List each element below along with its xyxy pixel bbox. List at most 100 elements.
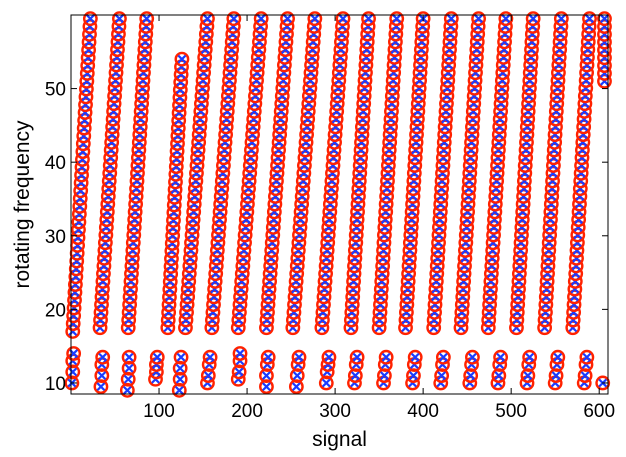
point-circle (525, 11, 541, 27)
data-point (349, 349, 365, 365)
point-circle (149, 349, 165, 365)
data-point (335, 11, 351, 27)
point-circle (407, 349, 423, 365)
point-cross (600, 14, 609, 24)
point-cross (175, 363, 185, 373)
point-cross (468, 352, 477, 362)
point-cross (294, 352, 304, 362)
data-point (121, 360, 137, 376)
point-circle (93, 379, 109, 395)
point-cross (446, 14, 456, 24)
point-circle (349, 349, 365, 365)
data-point (121, 349, 137, 365)
data-point (347, 368, 363, 384)
point-cross (124, 363, 134, 373)
point-cross (174, 385, 184, 395)
point-circle (471, 11, 486, 27)
point-circle (226, 11, 242, 27)
data-point (94, 368, 110, 384)
point-cross (115, 14, 124, 24)
point-circle (520, 368, 536, 384)
point-circle (94, 368, 110, 384)
data-point (93, 379, 109, 395)
point-cross (256, 14, 266, 24)
point-cross (437, 371, 446, 380)
point-cross (381, 352, 391, 362)
point-cross (321, 378, 331, 388)
point-cross (501, 14, 511, 24)
y-tick-label: 30 (45, 227, 66, 248)
data-point (553, 11, 569, 27)
data-point (232, 346, 248, 361)
point-cross (380, 371, 389, 380)
point-cross (525, 352, 535, 362)
point-circle (415, 11, 431, 27)
point-circle (550, 349, 566, 365)
point-circle (595, 375, 611, 391)
point-circle (232, 346, 248, 361)
point-cross (175, 374, 185, 384)
point-circle (597, 73, 612, 89)
point-circle (597, 50, 612, 66)
point-cross (229, 14, 239, 24)
x-tick-label: 200 (231, 401, 263, 422)
point-circle (582, 11, 597, 27)
point-circle (253, 11, 269, 27)
data-point (579, 349, 595, 365)
point-circle (443, 11, 459, 27)
point-cross (496, 352, 505, 362)
y-tick-label: 50 (45, 80, 66, 101)
point-circle (82, 11, 98, 27)
point-circle (173, 349, 189, 365)
point-circle (291, 349, 307, 365)
data-point (65, 364, 81, 380)
point-cross (152, 352, 162, 362)
point-circle (491, 368, 507, 384)
point-circle (288, 379, 304, 395)
point-circle (493, 349, 508, 365)
point-cross (203, 371, 213, 380)
point-circle (376, 368, 392, 384)
data-point (171, 382, 187, 398)
point-cross (124, 352, 134, 362)
point-cross (96, 382, 106, 392)
point-cross (585, 14, 594, 24)
data-point (520, 368, 536, 384)
point-circle (361, 11, 376, 27)
point-cross (582, 352, 592, 362)
data-point (378, 349, 394, 365)
point-circle (95, 349, 111, 365)
point-circle (289, 368, 305, 384)
point-circle (259, 368, 274, 384)
point-cross (235, 349, 245, 358)
data-point (139, 11, 155, 27)
data-point (231, 364, 247, 380)
point-cross (324, 352, 334, 362)
data-point (435, 349, 451, 365)
point-circle (139, 11, 155, 27)
y-axis-label: rotating frequency (11, 120, 34, 289)
point-circle (120, 371, 136, 387)
point-circle (463, 368, 479, 384)
point-cross (528, 14, 538, 24)
point-cross (234, 367, 244, 377)
point-circle (597, 26, 612, 42)
data-point (253, 11, 269, 27)
data-point (95, 349, 111, 365)
point-cross (364, 14, 373, 24)
point-circle (465, 349, 480, 365)
point-circle (231, 364, 247, 380)
point-cross (410, 352, 420, 362)
point-cross (350, 371, 360, 380)
point-circle (65, 364, 81, 380)
data-point (582, 11, 597, 27)
point-circle (435, 349, 451, 365)
point-cross (205, 352, 215, 362)
data-point (291, 349, 307, 365)
point-cross (292, 371, 302, 380)
data-point (66, 346, 82, 361)
point-circle (119, 382, 135, 398)
point-cross (338, 14, 348, 24)
point-cross (122, 385, 132, 395)
data-point (173, 349, 189, 365)
